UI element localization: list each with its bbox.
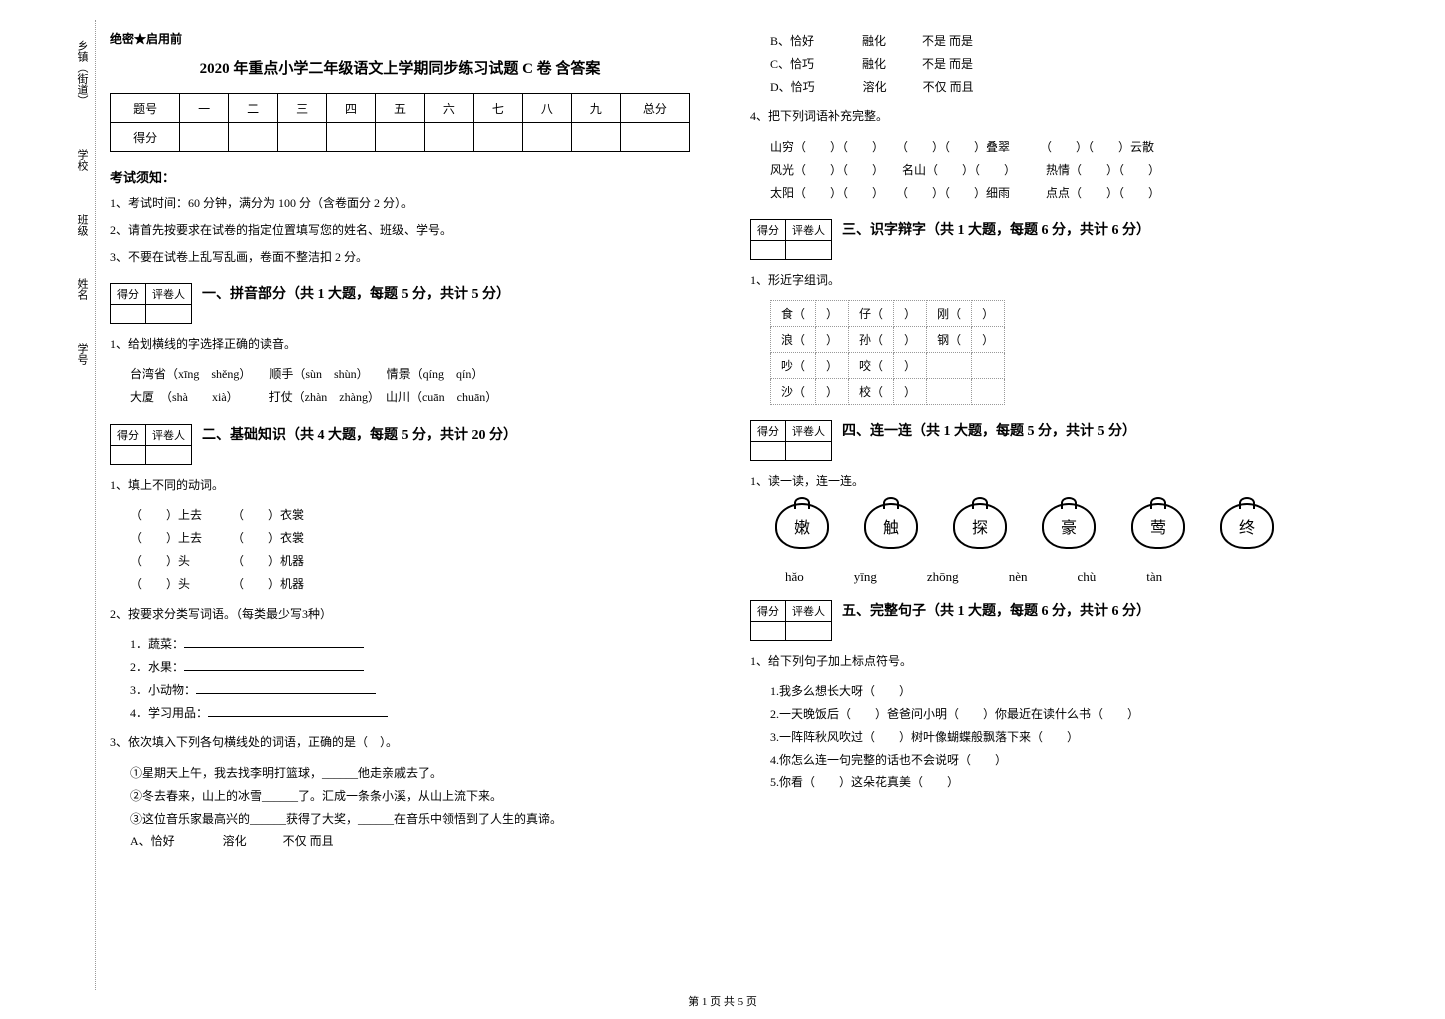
section-5-header: 得分评卷人 五、完整句子（共 1 大题，每题 6 分，共计 6 分） xyxy=(750,600,1330,641)
pinyin: yīng xyxy=(854,569,877,585)
sidebar-label: 乡镇（街道） xyxy=(74,40,90,106)
question-item: 2.一天晚饭后（ ）爸爸问小明（ ）你最近在读什么书（ ） xyxy=(770,703,1330,726)
question-item: ②冬去春来，山上的冰雪______了。汇成一条条小溪，从山上流下来。 xyxy=(130,785,690,808)
right-column: B、恰好 融化 不是 而是 C、恰巧 融化 不是 而是 D、恰巧 溶化 不仅 而… xyxy=(750,30,1330,853)
char-icon: 嫩 xyxy=(775,503,829,549)
binding-margin: 乡镇（街道） 学校 班级 姓名 学号 xyxy=(15,20,96,990)
sidebar-label: 学号 xyxy=(74,343,90,365)
section-title: 二、基础知识（共 4 大题，每题 5 分，共计 20 分） xyxy=(202,424,517,444)
char-icon: 莺 xyxy=(1131,503,1185,549)
question-item: 太阳（ ）（ ） （ ）（ ）细雨 点点（ ）（ ） xyxy=(770,182,1330,205)
instructions-header: 考试须知： xyxy=(110,167,690,186)
page-footer: 第 1 页 共 5 页 xyxy=(688,993,757,1009)
pinyin: hǎo xyxy=(785,569,804,585)
question-item: 1.我多么想长大呀（ ） xyxy=(770,680,1330,703)
th: 一 xyxy=(180,94,229,123)
blank-line xyxy=(196,693,376,694)
question: 1、形近字组词。 xyxy=(750,270,1330,292)
score-box: 得分评卷人 xyxy=(750,600,832,641)
question-item: 4．学习用品： xyxy=(130,702,690,725)
row-label: 得分 xyxy=(111,123,180,152)
score-box: 得分评卷人 xyxy=(750,219,832,260)
section-2-header: 得分评卷人 二、基础知识（共 4 大题，每题 5 分，共计 20 分） xyxy=(110,424,690,465)
main-content: 绝密★启用前 2020 年重点小学二年级语文上学期同步练习试题 C 卷 含答案 … xyxy=(110,30,1430,853)
question-item: 3．小动物： xyxy=(130,679,690,702)
section-1-header: 得分评卷人 一、拼音部分（共 1 大题，每题 5 分，共计 5 分） xyxy=(110,283,690,324)
pinyin: chù xyxy=(1077,569,1096,585)
blank-line xyxy=(184,647,364,648)
th: 五 xyxy=(376,94,425,123)
pinyin-row: hǎo yīng zhōng nèn chù tàn xyxy=(785,569,1330,585)
sidebar-label: 姓名 xyxy=(74,278,90,300)
question-item: ③这位音乐家最高兴的______获得了大奖，______在音乐中领悟到了人生的真… xyxy=(130,808,690,831)
th: 六 xyxy=(424,94,473,123)
question-item: （ ）头 （ ）机器 xyxy=(130,573,690,596)
section-3-header: 得分评卷人 三、识字辩字（共 1 大题，每题 6 分，共计 6 分） xyxy=(750,219,1330,260)
left-column: 绝密★启用前 2020 年重点小学二年级语文上学期同步练习试题 C 卷 含答案 … xyxy=(110,30,690,853)
th: 总分 xyxy=(620,94,689,123)
question-item: C、恰巧 融化 不是 而是 xyxy=(770,53,1330,76)
th: 题号 xyxy=(111,94,180,123)
question: 4、把下列词语补充完整。 xyxy=(750,106,1330,128)
char-icon: 豪 xyxy=(1042,503,1096,549)
question-item: 2．水果： xyxy=(130,656,690,679)
score-summary-table: 题号 一 二 三 四 五 六 七 八 九 总分 得分 xyxy=(110,93,690,152)
question-item: 3.一阵阵秋风吹过（ ）树叶像蝴蝶般飘落下来（ ） xyxy=(770,726,1330,749)
blank-line xyxy=(184,670,364,671)
section-title: 五、完整句子（共 1 大题，每题 6 分，共计 6 分） xyxy=(842,600,1150,620)
score-box: 得分评卷人 xyxy=(110,424,192,465)
instruction: 2、请首先按要求在试卷的指定位置填写您的姓名、班级、学号。 xyxy=(110,221,690,240)
question-item: 台湾省（xīng shěng） 顺手（sùn shùn） 情景（qíng qín… xyxy=(130,363,690,386)
question: 1、给划横线的字选择正确的读音。 xyxy=(110,334,690,356)
blank-line xyxy=(208,716,388,717)
icons-row: 嫩 触 探 豪 莺 终 xyxy=(775,503,1330,549)
section-title: 一、拼音部分（共 1 大题，每题 5 分，共计 5 分） xyxy=(202,283,510,303)
question-item: D、恰巧 溶化 不仅 而且 xyxy=(770,76,1330,99)
question-item: 山穷（ ）（ ） （ ）（ ）叠翠 （ ）（ ）云散 xyxy=(770,136,1330,159)
pinyin: nèn xyxy=(1009,569,1028,585)
question: 1、填上不同的动词。 xyxy=(110,475,690,497)
th: 七 xyxy=(473,94,522,123)
pinyin: zhōng xyxy=(927,569,959,585)
score-box: 得分评卷人 xyxy=(110,283,192,324)
question-item: B、恰好 融化 不是 而是 xyxy=(770,30,1330,53)
section-4-header: 得分评卷人 四、连一连（共 1 大题，每题 5 分，共计 5 分） xyxy=(750,420,1330,461)
pinyin: tàn xyxy=(1146,569,1162,585)
char-icon: 触 xyxy=(864,503,918,549)
question-item: （ ）头 （ ）机器 xyxy=(130,550,690,573)
question: 3、依次填入下列各句横线处的词语，正确的是（ ）。 xyxy=(110,732,690,754)
confidential-label: 绝密★启用前 xyxy=(110,30,690,47)
question: 1、读一读，连一连。 xyxy=(750,471,1330,493)
question-item: （ ）上去 （ ）衣裳 xyxy=(130,504,690,527)
th: 八 xyxy=(522,94,571,123)
section-title: 三、识字辩字（共 1 大题，每题 6 分，共计 6 分） xyxy=(842,219,1150,239)
question-item: （ ）上去 （ ）衣裳 xyxy=(130,527,690,550)
question-item: 大厦 （shà xià） 打仗（zhàn zhàng） 山川（cuān chuā… xyxy=(130,386,690,409)
question-item: 1．蔬菜： xyxy=(130,633,690,656)
th: 二 xyxy=(229,94,278,123)
score-box: 得分评卷人 xyxy=(750,420,832,461)
question-item: A、恰好 溶化 不仅 而且 xyxy=(130,830,690,853)
th: 九 xyxy=(571,94,620,123)
question-item: ①星期天上午，我去找李明打篮球，______他走亲戚去了。 xyxy=(130,762,690,785)
question-item: 风光（ ）（ ） 名山（ ）（ ） 热情（ ）（ ） xyxy=(770,159,1330,182)
section-title: 四、连一连（共 1 大题，每题 5 分，共计 5 分） xyxy=(842,420,1136,440)
question-item: 4.你怎么连一句完整的话也不会说呀（ ） xyxy=(770,749,1330,772)
page-title: 2020 年重点小学二年级语文上学期同步练习试题 C 卷 含答案 xyxy=(110,57,690,78)
question: 2、按要求分类写词语。（每类最少写3种） xyxy=(110,604,690,626)
instruction: 3、不要在试卷上乱写乱画，卷面不整洁扣 2 分。 xyxy=(110,248,690,267)
th: 四 xyxy=(327,94,376,123)
char-table: 食（） 仔（） 刚（） 浪（） 孙（） 钢（） 吵（） 咬（） 沙（） 校（） xyxy=(770,300,1005,405)
th: 三 xyxy=(278,94,327,123)
question: 1、给下列句子加上标点符号。 xyxy=(750,651,1330,673)
sidebar-label: 学校 xyxy=(74,149,90,171)
char-icon: 终 xyxy=(1220,503,1274,549)
sidebar-label: 班级 xyxy=(74,214,90,236)
instruction: 1、考试时间：60 分钟，满分为 100 分（含卷面分 2 分）。 xyxy=(110,194,690,213)
char-icon: 探 xyxy=(953,503,1007,549)
question-item: 5.你看（ ）这朵花真美（ ） xyxy=(770,771,1330,794)
